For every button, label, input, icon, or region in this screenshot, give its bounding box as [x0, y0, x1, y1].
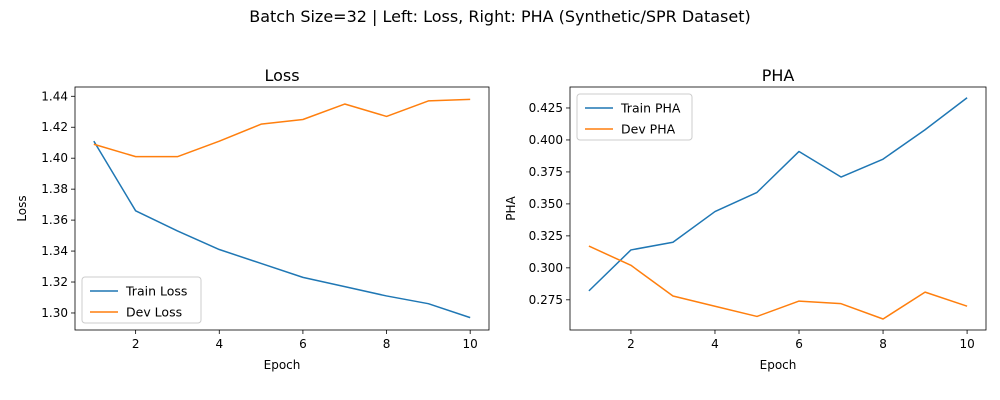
x-tick-label: 4	[215, 337, 223, 351]
pha-chart: PHA 2 4 6 8 10 0.275 0.300 0.325 0.350 0.375 0.400 0…	[504, 66, 987, 372]
x-axis-label: Epoch	[264, 358, 301, 372]
series-line-0	[588, 97, 968, 292]
x-tick-label: 10	[463, 337, 478, 351]
y-tick-label: 1.30	[41, 306, 68, 320]
legend: Train Loss Dev Loss	[81, 276, 202, 324]
x-tick-label: 6	[795, 337, 803, 351]
plot-frame	[74, 86, 490, 331]
series-line-1	[588, 245, 968, 320]
x-tick-label: 4	[711, 337, 719, 351]
x-tick-label: 8	[879, 337, 887, 351]
loss-chart: Loss 2 4 6 8 10 1.30 1.32 1.34 1.36 1.38 1.40 1.42 1.…	[15, 66, 490, 372]
y-tick-label: 0.400	[529, 133, 563, 147]
y-tick-label: 0.375	[529, 165, 563, 179]
y-axis-label: PHA	[504, 195, 518, 220]
y-tick-label: 1.38	[41, 182, 68, 196]
series-line-1	[93, 98, 471, 158]
plot-frame	[569, 86, 987, 331]
y-tick-label: 0.325	[529, 229, 563, 243]
x-tick-label: 2	[132, 337, 140, 351]
x-tick-label: 8	[383, 337, 391, 351]
suptitle: Batch Size=32 | Left: Loss, Right: PHA (…	[249, 7, 751, 26]
y-tick-label: 0.300	[529, 261, 563, 275]
legend-label-0: Train PHA	[620, 101, 681, 116]
y-tick-label: 0.350	[529, 197, 563, 211]
legend-label-0: Train Loss	[125, 284, 187, 299]
y-tick-label: 1.42	[41, 120, 68, 134]
legend: Train PHA Dev PHA	[576, 93, 693, 141]
y-tick-label: 0.275	[529, 293, 563, 307]
y-tick-label: 1.40	[41, 151, 68, 165]
y-tick-label: 0.425	[529, 101, 563, 115]
x-tick-label: 2	[627, 337, 635, 351]
legend-label-1: Dev PHA	[621, 122, 676, 137]
chart-title: PHA	[762, 66, 795, 85]
x-tick-label: 6	[299, 337, 307, 351]
x-axis-label: Epoch	[760, 358, 797, 372]
y-tick-label: 1.32	[41, 275, 68, 289]
chart-title: Loss	[264, 66, 299, 85]
x-tick-label: 10	[959, 337, 974, 351]
y-tick-label: 1.36	[41, 213, 68, 227]
series-line-0	[93, 140, 471, 319]
y-tick-label: 1.34	[41, 244, 68, 258]
y-tick-label: 1.44	[41, 89, 68, 103]
legend-label-1: Dev Loss	[126, 305, 182, 320]
y-axis-label: Loss	[15, 195, 29, 221]
